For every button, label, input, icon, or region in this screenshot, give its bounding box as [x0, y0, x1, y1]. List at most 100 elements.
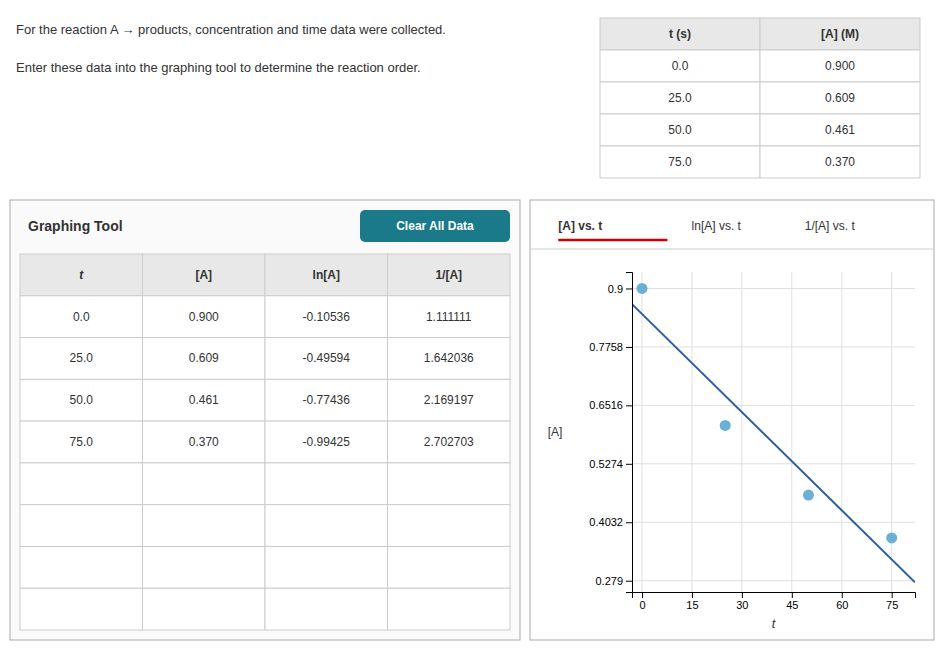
clear-button[interactable]: Clear All Data: [360, 210, 510, 242]
clear-button-bg[interactable]: [360, 210, 510, 242]
table-empty-cell: [20, 505, 143, 547]
table-empty-cell: [20, 463, 143, 505]
table-cell-text: 0.609: [825, 91, 855, 105]
table-cell: [760, 50, 920, 82]
tab-label[interactable]: ln[A] vs. t: [692, 219, 742, 233]
table-cell: [388, 296, 511, 338]
table-cell-text: 75.0: [70, 435, 94, 449]
table-empty-cell: [388, 546, 511, 588]
table-cell-text: 1.642036: [424, 351, 474, 365]
x-tick-label: 15: [686, 599, 698, 611]
table-header-text: t (s): [669, 27, 691, 41]
table-cell: [760, 146, 920, 178]
y-tick-mark: [626, 405, 632, 406]
y-tick: 0.5274: [589, 458, 632, 470]
table-empty-cell: [388, 463, 511, 505]
table-cell: [600, 82, 760, 114]
table-header-text: [A]: [195, 268, 212, 282]
x-tick-label: 30: [736, 599, 748, 611]
table-header-cell: [760, 18, 920, 50]
y-tick-mark: [626, 288, 632, 289]
tab-separator: [530, 249, 934, 250]
table-empty-cell: [143, 505, 266, 547]
table-cell: [265, 421, 388, 463]
table-cell-text: 1.111111: [426, 310, 472, 324]
table-cell: [388, 379, 511, 421]
table-cell: [143, 338, 266, 380]
y-axis: 0.279 0.4032 0.5274 0.6516 0.7758 0.9: [589, 273, 632, 593]
x-tick-mark: [642, 592, 643, 598]
y-tick-label: 0.279: [595, 575, 623, 587]
table-empty-cell: [20, 546, 143, 588]
tab-label[interactable]: 1/[A] vs. t: [805, 219, 856, 233]
table-cell: [143, 421, 266, 463]
x-tick-label: 75: [886, 599, 898, 611]
subtitle: Enter these data into the graphing tool …: [16, 60, 421, 75]
x-tick-label: 45: [786, 599, 798, 611]
y-tick-label: 0.4032: [589, 516, 623, 528]
table-cell-text: 0.0: [73, 310, 90, 324]
table-cell-text: -0.49594: [303, 351, 351, 365]
table-empty-cell: [265, 588, 388, 630]
table-cell-text: 0.609: [189, 351, 219, 365]
y-tick-mark: [626, 464, 632, 465]
clear-button-label[interactable]: Clear All Data: [396, 219, 474, 233]
table-cell-text: 0.461: [189, 393, 219, 407]
x-tick: 0: [639, 592, 645, 611]
x-tick: 30: [736, 592, 748, 611]
table-cell-text: 25.0: [70, 351, 94, 365]
table-header-text: [A] (M): [821, 27, 859, 41]
table-cell: [600, 146, 760, 178]
x-axis: 0 15 30 45 60 75: [633, 592, 916, 611]
y-axis-label: [A]: [548, 425, 563, 439]
grid-line-x: [641, 272, 642, 592]
table-header-text: 1/[A]: [435, 268, 462, 282]
y-tick: 0.7758: [589, 341, 632, 353]
table-cell: [388, 421, 511, 463]
x-tick-label: 60: [836, 599, 848, 611]
table-cell: [143, 296, 266, 338]
grid-line-y: [632, 522, 915, 523]
table-header-text: ln[A]: [313, 268, 340, 282]
table: t (s)[A] (M)0.00.90025.00.60950.00.46175…: [600, 18, 920, 178]
table-cell-text: 2.169197: [424, 393, 474, 407]
table-cell-text: 75.0: [668, 155, 692, 169]
panel-title: Graphing Tool: [28, 218, 123, 234]
fit-line: [632, 304, 915, 582]
x-tick-mark: [842, 592, 843, 598]
y-tick: 0.6516: [589, 399, 632, 411]
y-tick: 0.9: [608, 282, 632, 294]
table-header-text: t: [79, 268, 84, 282]
data-point: [886, 532, 897, 543]
y-tick-label: 0.7758: [589, 341, 623, 353]
table-header-cell: [388, 254, 511, 296]
table-empty-cell: [265, 505, 388, 547]
x-axis-line: [633, 593, 916, 599]
table-cell: [20, 379, 143, 421]
table-header-cell: [600, 18, 760, 50]
grid-line-y: [632, 288, 915, 289]
y-tick: 0.279: [595, 575, 632, 587]
table-cell-text: 50.0: [668, 123, 692, 137]
table-cell-text: -0.10536: [303, 310, 351, 324]
table-empty-cell: [388, 588, 511, 630]
tab-label[interactable]: [A] vs. t: [558, 219, 602, 233]
graph-panel: [530, 200, 934, 640]
grid: [632, 272, 915, 592]
table-cell-text: 50.0: [70, 393, 94, 407]
data-point: [803, 490, 814, 501]
table-cell-text: 2.702703: [424, 435, 474, 449]
table-empty-cell: [20, 588, 143, 630]
y-tick-mark: [626, 522, 632, 523]
y-tick-mark: [626, 347, 632, 348]
x-tick-label: 0: [639, 599, 645, 611]
table-empty-cell: [143, 463, 266, 505]
grid-line-x: [741, 272, 742, 592]
table: t[A]ln[A]1/[A]0.00.900-0.105361.11111125…: [20, 254, 510, 630]
grid-line-x: [691, 272, 692, 592]
table-cell-text: 0.900: [825, 59, 855, 73]
grid-line-x: [891, 272, 892, 592]
table-empty-cell: [388, 505, 511, 547]
data-point: [720, 420, 731, 431]
table-header-cell: [265, 254, 388, 296]
